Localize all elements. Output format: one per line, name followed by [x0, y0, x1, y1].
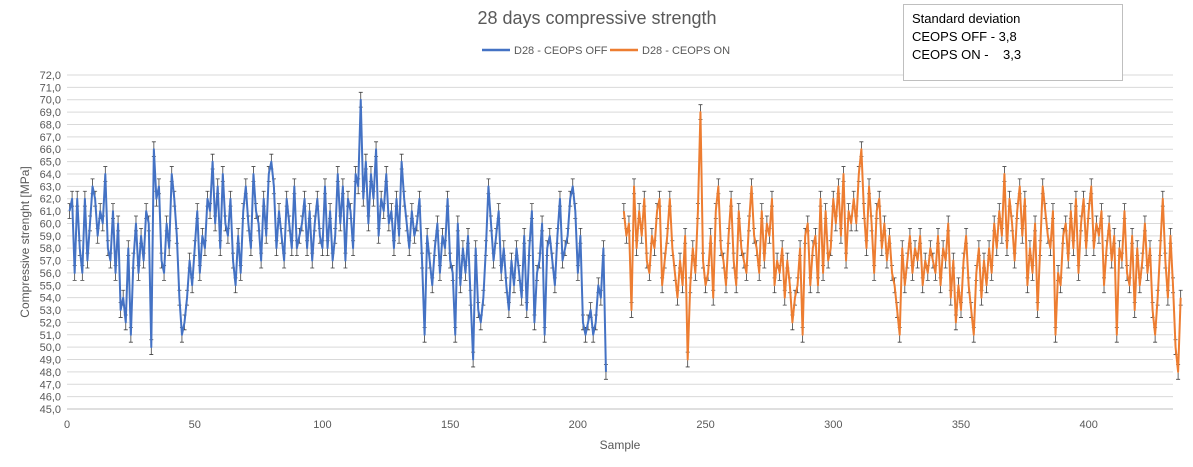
y-tick-label: 70,0: [40, 95, 61, 107]
y-tick-label: 48,0: [40, 367, 61, 379]
x-tick-label: 200: [569, 419, 587, 431]
y-tick-label: 56,0: [40, 268, 61, 280]
y-tick-label: 68,0: [40, 119, 61, 131]
series-line-0: [68, 98, 607, 372]
x-tick-label: 0: [64, 419, 70, 431]
y-tick-label: 46,0: [40, 392, 61, 404]
gridlines: [67, 74, 1173, 410]
x-tick-label: 100: [313, 419, 331, 431]
std-deviation-box: Standard deviation CEOPS OFF - 3,8 CEOPS…: [903, 4, 1123, 81]
y-tick-label: 69,0: [40, 107, 61, 119]
series-lines: [68, 98, 1182, 373]
y-tick-label: 52,0: [40, 317, 61, 329]
y-tick-label: 64,0: [40, 169, 61, 181]
x-tick-labels: 0 50 100 150 200 250 300 350 400: [64, 419, 1098, 431]
y-tick-label: 47,0: [40, 379, 61, 391]
legend: D28 - CEOPS OFF D28 - CEOPS ON: [482, 45, 730, 57]
std-deviation-heading: Standard deviation: [912, 11, 1021, 26]
x-tick-label: 150: [441, 419, 459, 431]
legend-label-on: D28 - CEOPS ON: [642, 45, 730, 57]
y-tick-label: 59,0: [40, 231, 61, 243]
y-tick-labels: 45,046,047,048,049,050,051,052,053,054,0…: [40, 70, 61, 416]
x-tick-label: 400: [1080, 419, 1098, 431]
y-axis-title: Compressive strenght [MPa]: [18, 166, 32, 317]
y-tick-label: 61,0: [40, 206, 61, 218]
y-tick-label: 67,0: [40, 132, 61, 144]
y-tick-label: 60,0: [40, 218, 61, 230]
error-bars-series-1: [621, 104, 1183, 380]
y-tick-label: 71,0: [40, 82, 61, 94]
x-tick-label: 350: [952, 419, 970, 431]
x-tick-label: 300: [824, 419, 842, 431]
y-tick-label: 45,0: [40, 404, 61, 416]
y-tick-label: 51,0: [40, 330, 61, 342]
y-tick-label: 66,0: [40, 144, 61, 156]
y-tick-label: 63,0: [40, 181, 61, 193]
y-tick-label: 58,0: [40, 243, 61, 255]
y-tick-label: 55,0: [40, 280, 61, 292]
x-axis-title: Sample: [600, 438, 641, 452]
x-tick-label: 50: [189, 419, 201, 431]
y-tick-label: 54,0: [40, 293, 61, 305]
series-line-1: [622, 111, 1182, 373]
y-tick-label: 49,0: [40, 355, 61, 367]
y-tick-label: 65,0: [40, 157, 61, 169]
y-tick-label: 72,0: [40, 70, 61, 82]
chart-title: 28 days compressive strength: [477, 8, 716, 28]
legend-label-off: D28 - CEOPS OFF: [514, 45, 608, 57]
y-tick-label: 50,0: [40, 342, 61, 354]
y-tick-label: 57,0: [40, 256, 61, 268]
y-tick-label: 62,0: [40, 194, 61, 206]
x-tick-label: 250: [696, 419, 714, 431]
y-tick-label: 53,0: [40, 305, 61, 317]
std-deviation-on: CEOPS ON - 3,3: [912, 47, 1022, 62]
std-deviation-off: CEOPS OFF - 3,8: [912, 29, 1017, 44]
